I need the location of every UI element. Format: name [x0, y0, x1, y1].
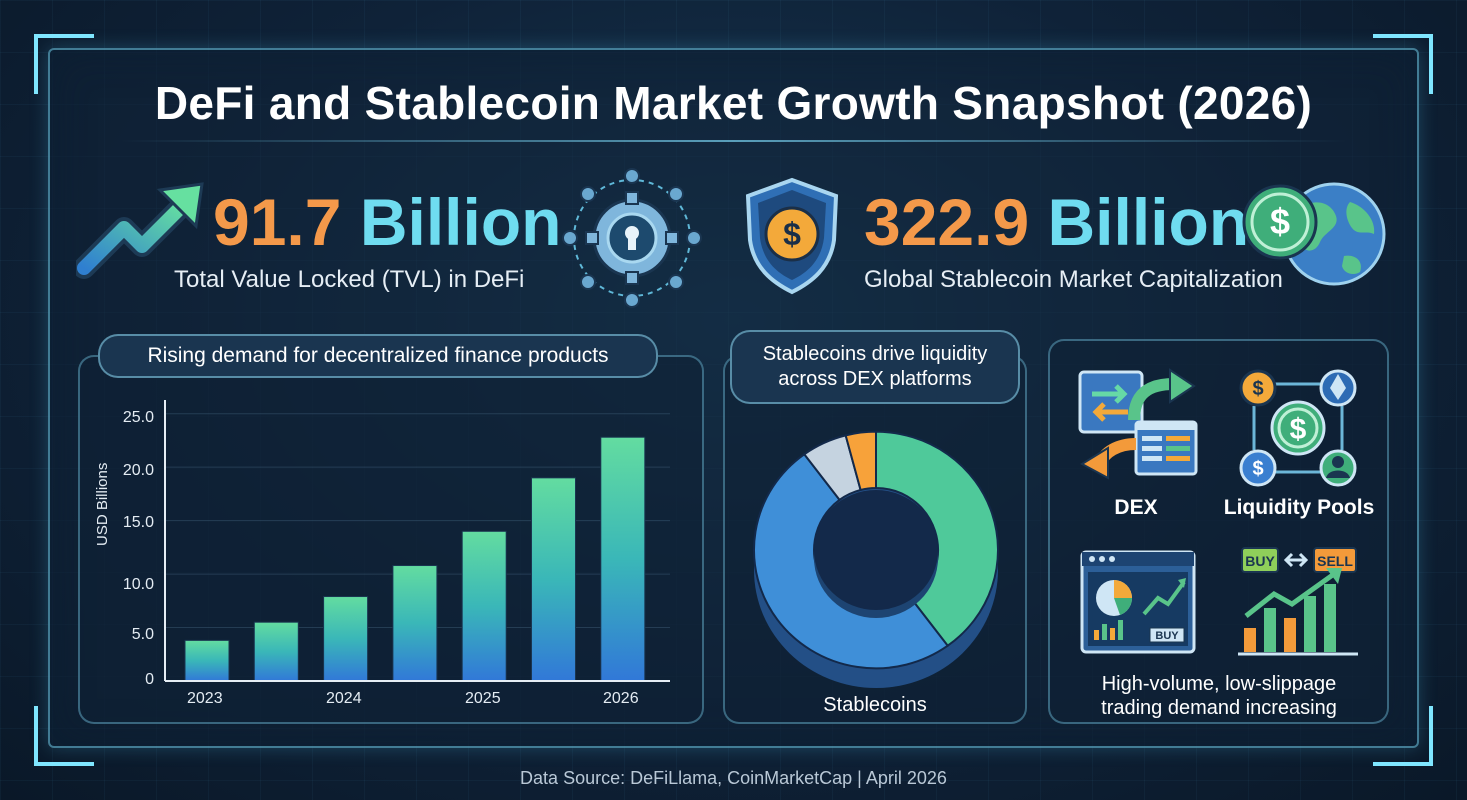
stablecoin-value: 322.9 Billion [864, 184, 1249, 260]
trending-up-arrow-icon [76, 182, 204, 279]
svg-text:$: $ [1270, 201, 1290, 242]
shield-dollar-icon: $ [745, 177, 839, 295]
title-divider [120, 140, 1347, 142]
svg-text:$: $ [1252, 458, 1263, 480]
bar [600, 436, 646, 682]
liquidity-pools-icon: $ $ $ [1239, 369, 1357, 487]
bar [392, 565, 438, 682]
y-tick: 15.0 [122, 514, 154, 531]
donut-slice [875, 430, 999, 648]
bar [531, 477, 576, 682]
bar [184, 639, 230, 682]
dex-swap-icon [1078, 368, 1198, 480]
screen-buy-tag: BUY [1155, 630, 1179, 642]
bar [461, 530, 507, 682]
bar [323, 596, 369, 682]
frame-corner [34, 34, 94, 94]
data-source-footer: Data Source: DeFiLlama, CoinMarketCap | … [520, 768, 947, 788]
trading-caption-line2: trading demand increasing [1101, 697, 1337, 719]
frame-corner [1373, 34, 1433, 94]
y-tick: 20.0 [122, 462, 154, 479]
y-tick: 5.0 [131, 626, 154, 643]
tvl-unit: Billion [359, 185, 562, 259]
y-tick: 10.0 [122, 576, 154, 593]
y-tick: 0 [145, 671, 154, 688]
donut-title-line2: across DEX platforms [778, 368, 972, 390]
page-title: DeFi and Stablecoin Market Growth Snapsh… [154, 77, 1313, 129]
tvl-label: Total Value Locked (TVL) in DeFi [174, 266, 525, 293]
svg-text:$: $ [783, 216, 801, 252]
blockchain-gear-icon [562, 168, 702, 308]
bar-chart-title: Rising demand for decentralized finance … [98, 334, 658, 378]
liquidity-pools-label: Liquidity Pools [1223, 496, 1375, 519]
buy-sell-chart-icon: BUY SELL [1238, 547, 1358, 656]
buy-tag: BUY [1245, 553, 1275, 569]
stablecoin-unit: Billion [1047, 185, 1250, 259]
x-tick: 2023 [187, 690, 223, 707]
frame-corner [1373, 706, 1433, 766]
y-axis-label: USD Billions [94, 462, 111, 546]
donut-slice [844, 430, 877, 492]
x-tick: 2024 [326, 690, 362, 707]
x-tick: 2026 [603, 690, 639, 707]
tvl-value: 91.7 Billion [213, 184, 561, 260]
y-tick: 25.0 [122, 409, 154, 426]
svg-text:$: $ [1252, 378, 1263, 400]
bar-chart-panel [78, 355, 704, 724]
donut-chart-title: Stablecoins drive liquidity across DEX p… [730, 330, 1020, 404]
globe-dollar-coin-icon: $ [1242, 182, 1386, 286]
trading-dashboard-icon: BUY [1080, 550, 1196, 654]
donut-chart [753, 430, 999, 688]
tvl-number: 91.7 [213, 185, 342, 259]
x-tick: 2025 [465, 690, 501, 707]
stablecoin-label: Global Stablecoin Market Capitalization [864, 266, 1283, 293]
donut-title-line1: Stablecoins drive liquidity [762, 343, 988, 365]
donut-center-label: Stablecoins [823, 694, 927, 716]
trading-caption: High-volume, low-slippage trading demand… [1060, 672, 1378, 720]
bar [253, 621, 299, 682]
frame-corner [34, 706, 94, 766]
dex-label: DEX [1114, 496, 1158, 519]
trading-caption-line1: High-volume, low-slippage [1101, 673, 1337, 695]
svg-text:$: $ [1290, 413, 1307, 446]
stablecoin-number: 322.9 [864, 185, 1030, 259]
sell-tag: SELL [1317, 553, 1353, 569]
